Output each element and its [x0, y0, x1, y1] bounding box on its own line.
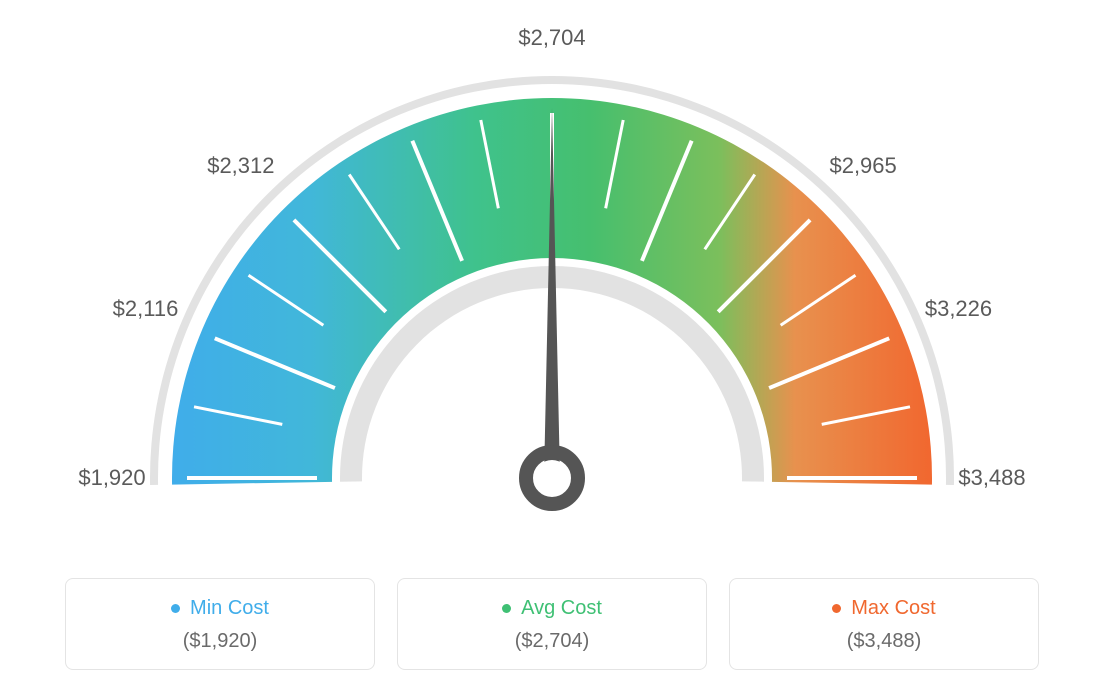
legend-title-max: Max Cost	[740, 597, 1028, 620]
legend-value-avg: ($2,704)	[408, 630, 696, 653]
legend-value-max: ($3,488)	[740, 630, 1028, 653]
legend-value-min: ($1,920)	[76, 630, 364, 653]
legend-title-text: Avg Cost	[521, 597, 602, 620]
dot-icon	[832, 604, 841, 613]
dot-icon	[502, 604, 511, 613]
legend-row: Min Cost ($1,920) Avg Cost ($2,704) Max …	[0, 578, 1104, 670]
legend-title-avg: Avg Cost	[408, 597, 696, 620]
gauge-tick-label: $2,116	[113, 296, 179, 322]
gauge-tick-label: $3,226	[925, 296, 992, 322]
gauge-tick-label: $2,312	[207, 153, 274, 179]
legend-title-text: Max Cost	[851, 597, 935, 620]
legend-title-text: Min Cost	[190, 597, 269, 620]
gauge-chart: $1,920 $2,116 $2,312 $2,704 $2,965 $3,226 $3,4…	[0, 0, 1104, 555]
gauge-tick-label: $2,965	[829, 153, 896, 179]
legend-card-avg: Avg Cost ($2,704)	[397, 578, 707, 670]
legend-card-min: Min Cost ($1,920)	[65, 578, 375, 670]
legend-card-max: Max Cost ($3,488)	[729, 578, 1039, 670]
gauge-tick-label: $2,704	[518, 25, 585, 51]
gauge-tick-label: $3,488	[958, 465, 1025, 491]
gauge-tick-label: $1,920	[78, 465, 145, 491]
legend-title-min: Min Cost	[76, 597, 364, 620]
dot-icon	[171, 604, 180, 613]
gauge-svg	[52, 0, 1052, 558]
